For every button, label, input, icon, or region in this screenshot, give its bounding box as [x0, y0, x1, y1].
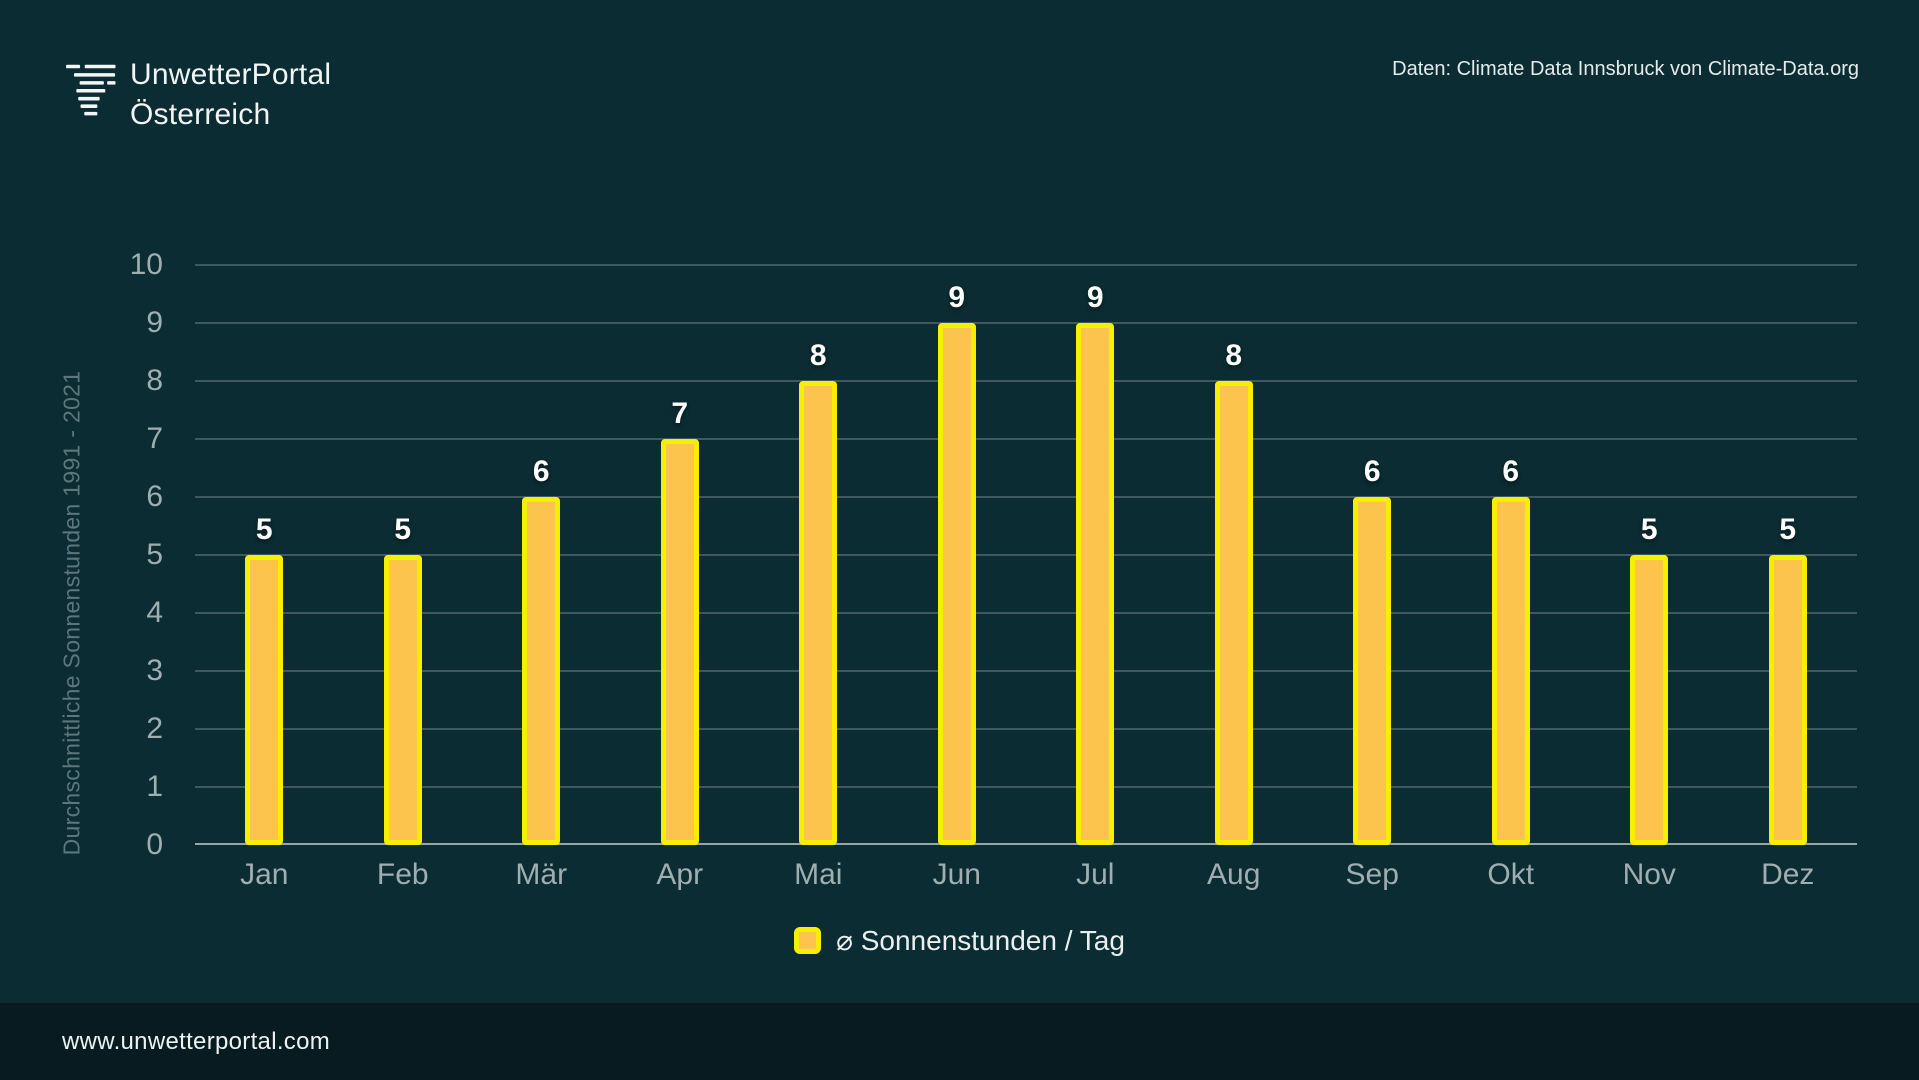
bar-slot-mai: 8 [749, 265, 888, 845]
legend-label: ⌀ Sonnenstunden / Tag [836, 925, 1125, 956]
bar-slot-mär: 6 [472, 265, 611, 845]
data-source-attribution: Daten: Climate Data Innsbruck von Climat… [1392, 58, 1859, 80]
x-tick-label-mär: Mär [515, 858, 568, 891]
bar-slot-sep: 6 [1303, 265, 1442, 845]
bar-slot-jul: 9 [1026, 265, 1165, 845]
x-tick-label-feb: Feb [376, 858, 429, 891]
x-tick-label-mai: Mai [794, 858, 843, 891]
gridline-y7 [195, 438, 1857, 440]
gridline-y5 [195, 554, 1857, 556]
bar-apr [660, 439, 699, 845]
x-axis-tick-labels: Jan Feb Mär Apr Mai Jun Jul Aug Sep Okt Nov Dez [195, 858, 1857, 892]
x-tick-label-jun: Jun [932, 858, 981, 891]
bar-jul [1076, 323, 1115, 845]
y-tick-label-3: 3 [146, 654, 163, 687]
y-tick-label-9: 9 [146, 306, 163, 339]
bar-value-label-okt: 6 [1502, 455, 1520, 488]
bar-value-label-dez: 5 [1779, 513, 1797, 546]
x-tick-label-aug: Aug [1207, 858, 1261, 891]
logo: UnwetterPortal Österreich [60, 55, 331, 135]
bar-slot-dez: 5 [1719, 265, 1858, 845]
bar-value-label-jun: 9 [948, 281, 966, 314]
gridline-y1 [195, 786, 1857, 788]
gridline-y3 [195, 670, 1857, 672]
x-tick-label-apr: Apr [656, 858, 704, 891]
bar-value-label-sep: 6 [1363, 455, 1381, 488]
bar-slot-jun: 9 [888, 265, 1027, 845]
x-tick-label-jan: Jan [240, 858, 289, 891]
gridline-y4 [195, 612, 1857, 614]
footer-url: www.unwetterportal.com [62, 1027, 331, 1055]
logo-title: UnwetterPortal Österreich [130, 55, 331, 135]
bar-slot-feb: 5 [334, 265, 473, 845]
bar-mai [799, 381, 838, 845]
bar-dez [1768, 555, 1807, 845]
bar-slot-apr: 7 [611, 265, 750, 845]
y-tick-label-2: 2 [146, 712, 163, 745]
gridline-y9 [195, 322, 1857, 324]
bar-feb [383, 555, 422, 845]
y-tick-label-1: 1 [146, 770, 163, 803]
y-tick-label-4: 4 [146, 596, 163, 629]
gridline-y8 [195, 380, 1857, 382]
logo-title-line2: Österreich [130, 98, 271, 131]
bar-value-label-mai: 8 [809, 339, 827, 372]
bar-slot-nov: 5 [1580, 265, 1719, 845]
gridline-y10 [195, 264, 1857, 266]
bar-value-label-feb: 5 [394, 513, 412, 546]
y-tick-label-8: 8 [146, 364, 163, 397]
y-tick-label-5: 5 [146, 538, 163, 571]
plot-area: 0 1 2 3 4 5 6 7 8 9 10 5 5 6 7 8 9 9 8 6 6 5 5 [130, 248, 1858, 861]
gridline-y6 [195, 496, 1857, 498]
bar-slot-okt: 6 [1442, 265, 1581, 845]
tornado-stripes-icon [66, 64, 116, 116]
bar-sep [1353, 497, 1392, 845]
bar-value-label-jul: 9 [1086, 281, 1104, 314]
y-tick-label-10: 10 [129, 248, 163, 281]
bar-slot-aug: 8 [1165, 265, 1304, 845]
bar-nov [1630, 555, 1669, 845]
bar-jun [937, 323, 976, 845]
y-tick-label-6: 6 [146, 480, 163, 513]
y-axis-title: Durchschnittliche Sonnenstunden 1991 - 2… [58, 370, 85, 856]
gridline-y2 [195, 728, 1857, 730]
bar-value-label-jan: 5 [255, 513, 273, 546]
x-tick-label-okt: Okt [1487, 858, 1535, 891]
bar-value-label-apr: 7 [671, 397, 689, 430]
bar-value-label-aug: 8 [1225, 339, 1243, 372]
x-tick-label-dez: Dez [1761, 858, 1815, 891]
y-tick-label-7: 7 [146, 422, 163, 455]
x-tick-label-nov: Nov [1622, 858, 1676, 891]
footer-bar: www.unwetterportal.com [0, 1003, 1919, 1080]
logo-title-line1: UnwetterPortal [130, 58, 332, 91]
legend-swatch-icon [794, 927, 822, 954]
bar-value-label-mär: 6 [532, 455, 550, 488]
y-tick-label-0: 0 [146, 828, 163, 861]
legend: ⌀ Sonnenstunden / Tag [0, 924, 1919, 957]
bar-series: 5 5 6 7 8 9 9 8 6 6 5 5 [195, 265, 1858, 845]
bar-slot-jan: 5 [195, 265, 334, 845]
bar-mär [522, 497, 561, 845]
x-tick-label-jul: Jul [1076, 858, 1115, 891]
bar-value-label-nov: 5 [1640, 513, 1658, 546]
x-tick-label-sep: Sep [1345, 858, 1399, 891]
bar-aug [1214, 381, 1253, 845]
bar-jan [245, 555, 284, 845]
bar-okt [1491, 497, 1530, 845]
